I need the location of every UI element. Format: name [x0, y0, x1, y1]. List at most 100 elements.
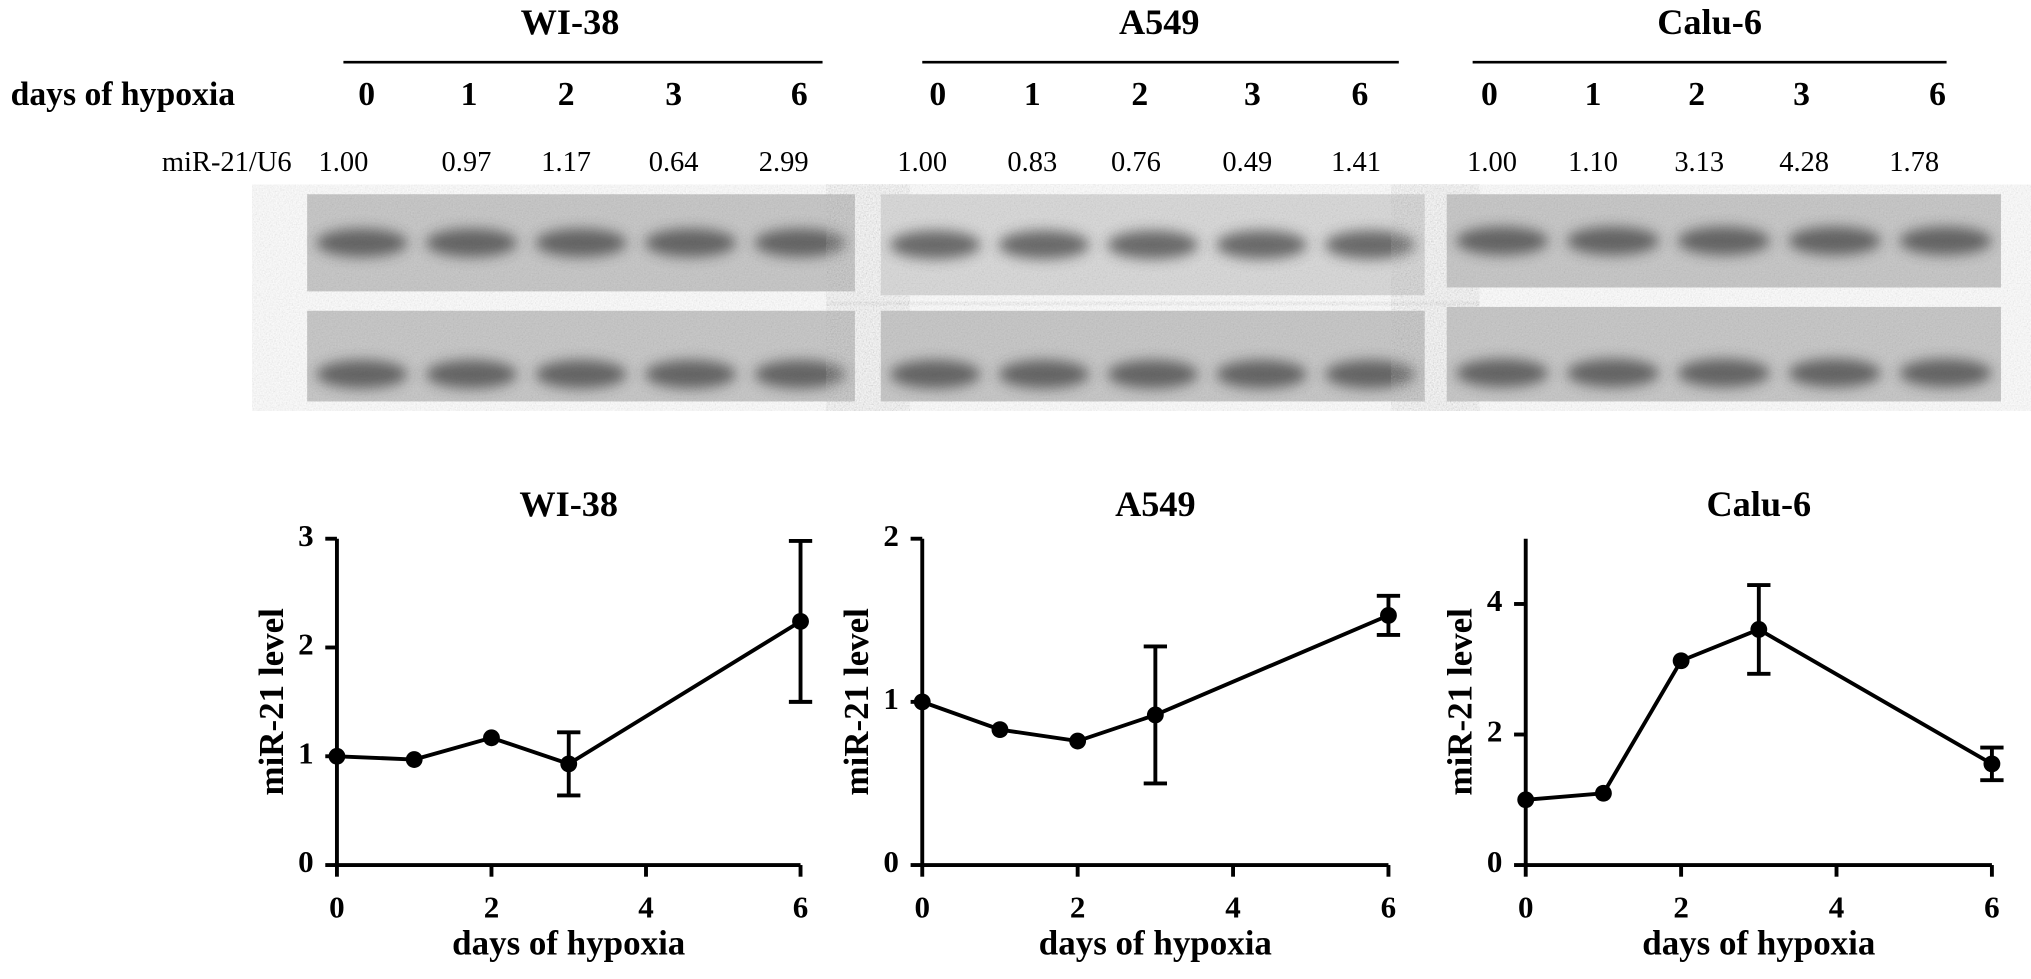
ratio-value: 1.10 [1568, 147, 1618, 178]
ratio-value: 1.00 [897, 147, 947, 178]
y-axis-label: miR-21 level [252, 608, 291, 796]
ratio-value: 0.49 [1222, 147, 1272, 178]
blot-band [1677, 226, 1771, 256]
data-point [1595, 784, 1612, 802]
day-label: 6 [1352, 76, 1369, 113]
y-tick-label: 3 [298, 518, 314, 553]
day-label: 2 [1688, 76, 1705, 113]
blot-band [998, 230, 1090, 259]
data-point [1380, 606, 1397, 624]
blot-band [1788, 226, 1881, 256]
x-tick-label: 2 [1673, 889, 1689, 924]
data-point [913, 693, 931, 711]
data-point [792, 612, 809, 630]
chart-title: A549 [1115, 484, 1196, 524]
blot-band [644, 228, 737, 258]
ratio-value: 0.97 [442, 147, 492, 178]
blot-band [535, 228, 627, 258]
data-point [1069, 732, 1087, 750]
x-tick-label: 6 [1381, 889, 1397, 924]
blot-band [754, 228, 846, 258]
blot-band [1324, 230, 1416, 259]
day-label: 3 [1793, 76, 1810, 113]
blot-band [1566, 226, 1660, 256]
y-tick-label: 2 [1487, 714, 1503, 749]
blot-band [1216, 360, 1307, 389]
row-label: days of hypoxia [11, 76, 236, 113]
blot-band [1788, 358, 1881, 388]
chart-title: Calu-6 [1706, 484, 1811, 524]
ratio-value: 3.13 [1674, 147, 1724, 178]
data-point [1983, 755, 2001, 773]
x-tick-label: 2 [1070, 889, 1086, 924]
blot-band [644, 360, 737, 389]
y-tick-label: 1 [298, 735, 314, 770]
blot-band [1455, 358, 1549, 388]
ratio-value: 4.28 [1779, 147, 1829, 178]
ratio-value: 0.64 [649, 147, 699, 178]
data-point [991, 721, 1009, 739]
x-axis-label: days of hypoxia [452, 924, 685, 963]
ratio-label: miR-21/U6 [162, 147, 292, 178]
blot-band [425, 228, 518, 258]
y-tick-label: 0 [1487, 844, 1503, 879]
ratio-value: 1.00 [318, 147, 368, 178]
chart-title: WI-38 [519, 484, 618, 524]
x-axis-label: days of hypoxia [1642, 924, 1875, 963]
y-axis-label: miR-21 level [1441, 608, 1480, 796]
y-axis-label: miR-21 level [837, 608, 876, 796]
blot-band [1899, 226, 1992, 256]
blot-band [1324, 360, 1416, 389]
blot-band [754, 360, 846, 389]
ratio-value: 1.00 [1467, 147, 1517, 178]
day-label: 0 [1481, 76, 1498, 113]
blot-band [889, 360, 981, 389]
ratio-value: 1.41 [1331, 147, 1381, 178]
blot-band [1677, 358, 1771, 388]
y-tick-label: 4 [1487, 583, 1503, 618]
x-tick-label: 6 [793, 889, 809, 924]
blot-band [1566, 358, 1660, 388]
blot-band [425, 360, 518, 389]
data-point [560, 755, 578, 773]
blot-band [1455, 226, 1549, 256]
blot-band [1899, 358, 1992, 388]
day-label: 0 [358, 76, 375, 113]
blot-band [1107, 230, 1199, 259]
y-tick-label: 0 [298, 844, 314, 879]
data-point [1146, 706, 1164, 724]
data-point [1672, 652, 1690, 670]
x-axis-label: days of hypoxia [1039, 924, 1272, 963]
day-label: 3 [1244, 76, 1261, 113]
data-point [483, 729, 500, 747]
blot-band [1107, 360, 1199, 389]
day-label: 1 [1024, 76, 1041, 113]
day-label: 1 [1585, 76, 1602, 113]
x-tick-label: 0 [1518, 889, 1534, 924]
ratio-value: 0.76 [1111, 147, 1161, 178]
day-label: 3 [665, 76, 682, 113]
x-tick-label: 4 [1225, 889, 1241, 924]
blot-band [316, 360, 408, 389]
x-tick-label: 0 [329, 889, 345, 924]
ratio-value: 0.83 [1007, 147, 1057, 178]
x-tick-label: 6 [1984, 889, 2000, 924]
blot-band [316, 228, 408, 258]
y-tick-label: 1 [883, 681, 899, 716]
y-tick-label: 2 [883, 518, 899, 553]
day-label: 6 [791, 76, 808, 113]
day-label: 0 [929, 76, 946, 113]
group-title: Calu-6 [1657, 2, 1762, 42]
data-point [405, 751, 423, 768]
group-title: WI-38 [521, 2, 620, 42]
data-point [328, 747, 346, 765]
ratio-value: 1.17 [541, 147, 591, 178]
ratio-value: 1.78 [1889, 147, 1939, 178]
x-tick-label: 2 [484, 889, 500, 924]
group-title: A549 [1119, 2, 1200, 42]
y-tick-label: 0 [883, 844, 899, 879]
data-point [1750, 621, 1768, 638]
ratio-value: 2.99 [759, 147, 809, 178]
x-tick-label: 4 [638, 889, 654, 924]
day-label: 6 [1929, 76, 1946, 113]
